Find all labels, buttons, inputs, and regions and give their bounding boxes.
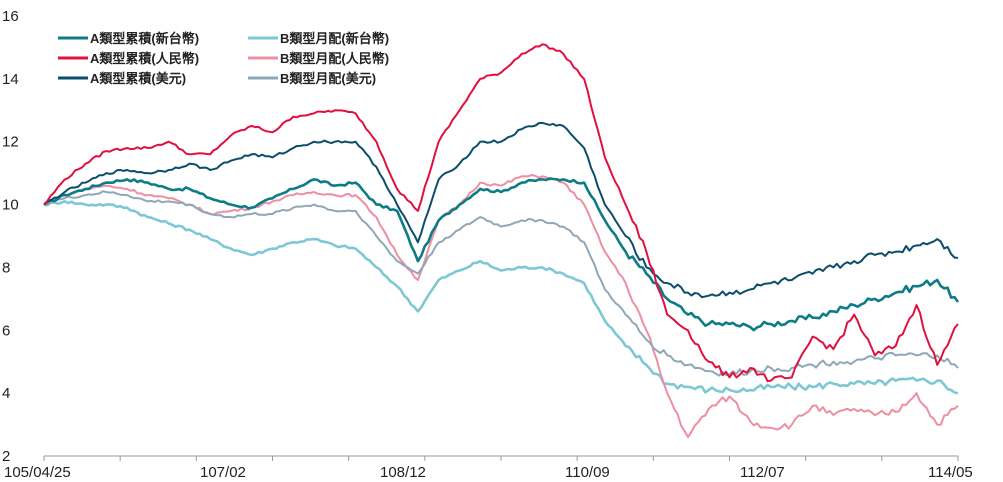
legend-label: A類型累積(美元): [90, 71, 186, 86]
legend-label: B類型月配(美元): [280, 71, 376, 86]
series-line: [43, 177, 960, 332]
y-tick-label: 14: [2, 71, 19, 88]
y-tick-label: 16: [2, 8, 19, 25]
series-line: [43, 43, 959, 383]
series-line: [43, 190, 959, 377]
legend-label: A類型累積(人民幣): [90, 51, 199, 66]
y-axis: 2 4 6 8 10 12 14 16: [2, 8, 19, 465]
y-tick-label: 10: [2, 197, 19, 214]
y-tick-label: 2: [2, 448, 10, 465]
x-tick-label: 107/02: [200, 464, 246, 481]
series-line: [43, 121, 959, 299]
plot-lines: [43, 43, 960, 439]
y-tick-label: 6: [2, 322, 10, 339]
y-tick-label: 8: [2, 259, 10, 276]
legend-label: B類型月配(新台幣): [280, 31, 389, 46]
x-tick-label: 114/05: [928, 464, 973, 481]
y-tick-label: 4: [2, 385, 10, 402]
x-tick-label: 112/07: [740, 464, 785, 481]
legend: A類型累積(新台幣) B類型月配(新台幣) A類型累積(人民幣) B類型月配(人民幣)…: [58, 31, 389, 86]
x-tick-label: 105/04/25: [4, 464, 71, 481]
x-tick-label: 110/09: [565, 464, 610, 481]
series-line: [43, 174, 959, 439]
legend-label: A類型累積(新台幣): [90, 31, 199, 46]
x-tick-label: 108/12: [380, 464, 426, 481]
y-tick-label: 12: [2, 134, 19, 151]
series-line: [43, 200, 959, 395]
x-axis: 105/04/25 107/02 108/12 110/09 112/07 114/05: [4, 455, 973, 481]
legend-label: B類型月配(人民幣): [280, 51, 389, 66]
